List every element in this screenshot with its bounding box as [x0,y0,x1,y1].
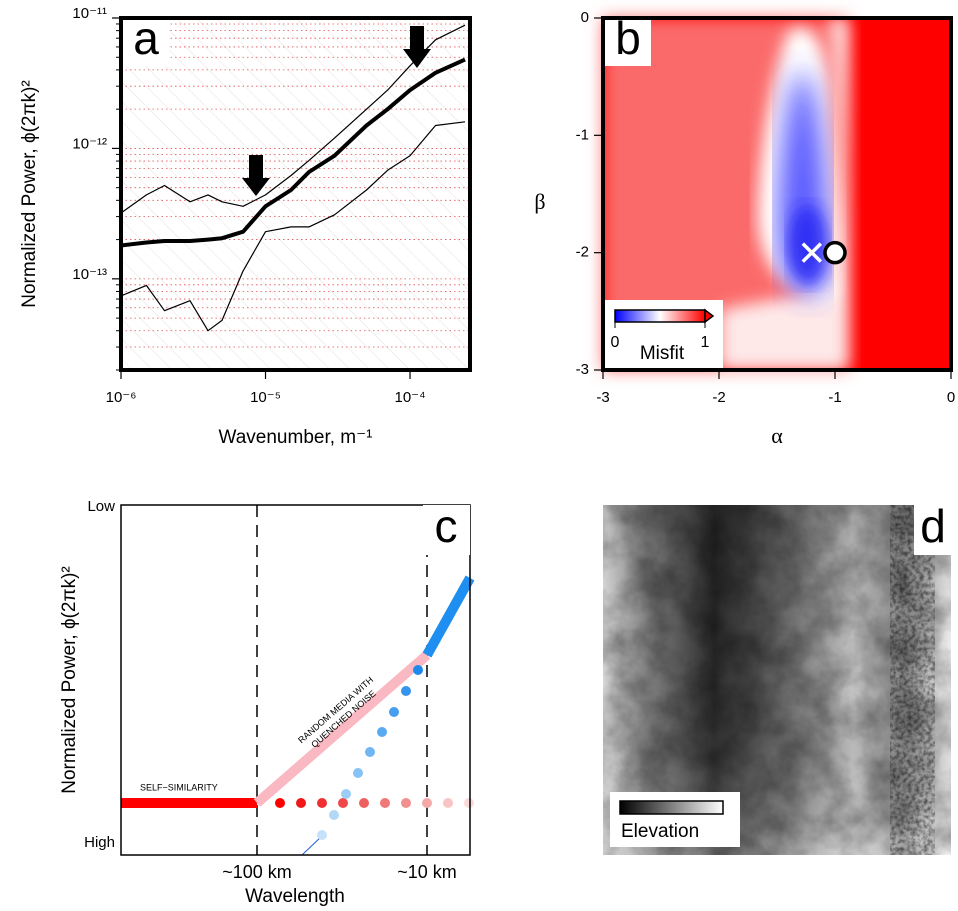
marker-circle [825,243,845,263]
colorbar-label: Elevation [621,821,699,842]
y-axis-label: β [534,189,545,214]
x-tick-label: 10⁻⁴ [394,389,425,406]
y-tick-label: 10⁻¹¹ [72,5,107,22]
panel-label: c [435,500,458,552]
noise-line [427,578,470,655]
x-mark-label: ~100 km [222,862,292,882]
colorbar [620,801,723,814]
y-bottom-label: High [84,834,115,851]
y-tick-label: 10⁻¹² [72,135,107,152]
panel-label: a [133,12,159,64]
x-tick-label: -3 [596,389,609,406]
panel-c: SELF−SIMILARITY RANDOM MEDIA WITH QUENCH… [59,498,474,907]
x-tick-label: -1 [828,389,841,406]
red-dots [275,798,474,808]
y-tick-label: -2 [576,244,589,261]
y-tick-label: -3 [576,361,589,378]
y-tick-label: 0 [581,9,589,26]
y-axis-label: Normalized Power, ϕ(2πk)² [19,80,40,308]
colorbar-tick-label: 0 [611,334,620,351]
panel-label: d [920,500,946,552]
colorbar-tick-label: 1 [701,334,710,351]
panel-b: -3 -2 -1 0 -3 -2 -1 0 b 0 1 Misfit α β [534,9,955,448]
x-tick-label: -2 [712,389,725,406]
random-media-line [257,655,427,803]
figure: 10⁻¹³ 10⁻¹² 10⁻¹¹ 10⁻⁶ 10⁻⁵ 10⁻⁴ a Wavenumber, … [0,0,958,911]
x-axis-label: Wavelength [245,886,345,907]
y-tick-label: -1 [576,126,589,143]
x-tick-label: 0 [947,389,955,406]
x-mark-label: ~10 km [397,862,457,882]
y-top-label: Low [87,498,115,515]
colorbar [615,310,705,322]
panel-d: d Elevation [603,500,951,855]
elevation-roughness [890,505,935,855]
colorbar-label: Misfit [640,343,685,364]
blue-dots [302,665,423,855]
panel-a: 10⁻¹³ 10⁻¹² 10⁻¹¹ 10⁻⁶ 10⁻⁵ 10⁻⁴ a Wavenumber, … [19,5,470,448]
y-axis-label: Normalized Power, ϕ(2πk)² [59,566,80,794]
x-tick-label: 10⁻⁵ [250,389,281,406]
x-axis-label: Wavenumber, m⁻¹ [219,427,373,448]
annotation: SELF−SIMILARITY [140,782,218,792]
plot-background [121,18,470,370]
x-axis-label: α [771,423,783,448]
y-tick-label: 10⁻¹³ [72,266,107,283]
panel-label: b [615,12,641,64]
x-tick-label: 10⁻⁶ [106,389,137,406]
